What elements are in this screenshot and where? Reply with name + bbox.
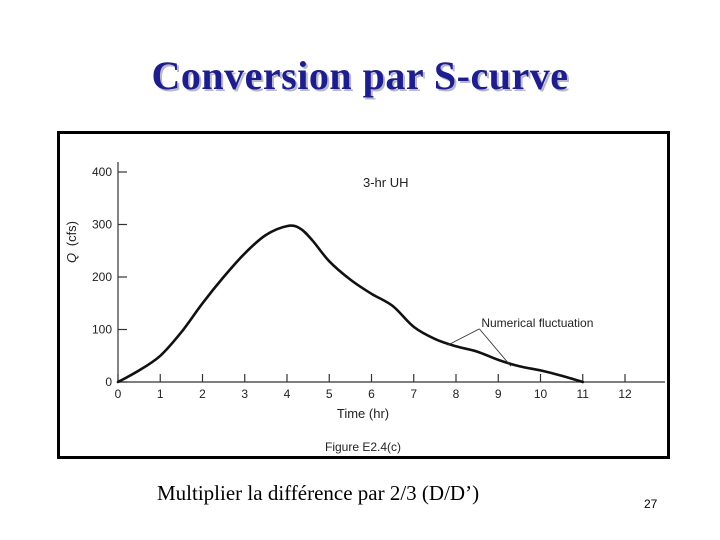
page-number: 27: [644, 497, 658, 511]
y-tick-label: 0: [105, 375, 112, 389]
y-axis: 0 100 200 300 400: [92, 162, 127, 389]
x-tick-label: 0: [115, 387, 122, 401]
x-axis: 0 1 2 3 4 5 6 7 8 9 10 11 12: [115, 374, 665, 401]
chart-title: 3-hr UH: [363, 175, 409, 190]
x-tick-label: 9: [495, 387, 502, 401]
x-tick-label: 4: [284, 387, 291, 401]
x-tick-label: 1: [157, 387, 164, 401]
y-axis-variable: Q: [64, 253, 79, 263]
x-tick-label: 6: [368, 387, 375, 401]
x-tick-label: 3: [241, 387, 248, 401]
x-tick-label: 10: [534, 387, 548, 401]
annotation-leader: [447, 328, 480, 346]
y-tick-label: 200: [92, 270, 112, 284]
y-tick-label: 100: [92, 323, 112, 337]
x-tick-label: 11: [577, 387, 590, 401]
figure-frame: 0 100 200 300 400 0 1 2 3 4 5 6 7 8 9 10 11 12 Numerical…: [57, 131, 670, 459]
x-tick-label: 5: [326, 387, 333, 401]
annotation-label: Numerical fluctuation: [481, 316, 593, 330]
annotation: Numerical fluctuation: [447, 316, 593, 367]
figure-label: Figure E2.4(c): [325, 440, 401, 454]
x-tick-label: 8: [453, 387, 460, 401]
x-tick-label: 12: [618, 387, 632, 401]
annotation-leader: [479, 328, 512, 367]
slide-caption: Multiplier la différence par 2/3 (D/D’): [157, 481, 480, 505]
y-axis-label: Q (cfs): [64, 221, 79, 263]
x-tick-label: 2: [199, 387, 206, 401]
unit-hydrograph-line: [116, 224, 585, 384]
y-tick-label: 300: [92, 218, 112, 232]
x-axis-label: Time (hr): [337, 406, 389, 421]
x-tick-label: 7: [410, 387, 417, 401]
y-axis-unit: (cfs): [64, 221, 79, 246]
slide-title: Conversion par S-curve: [151, 53, 569, 98]
y-tick-label: 400: [92, 165, 112, 179]
